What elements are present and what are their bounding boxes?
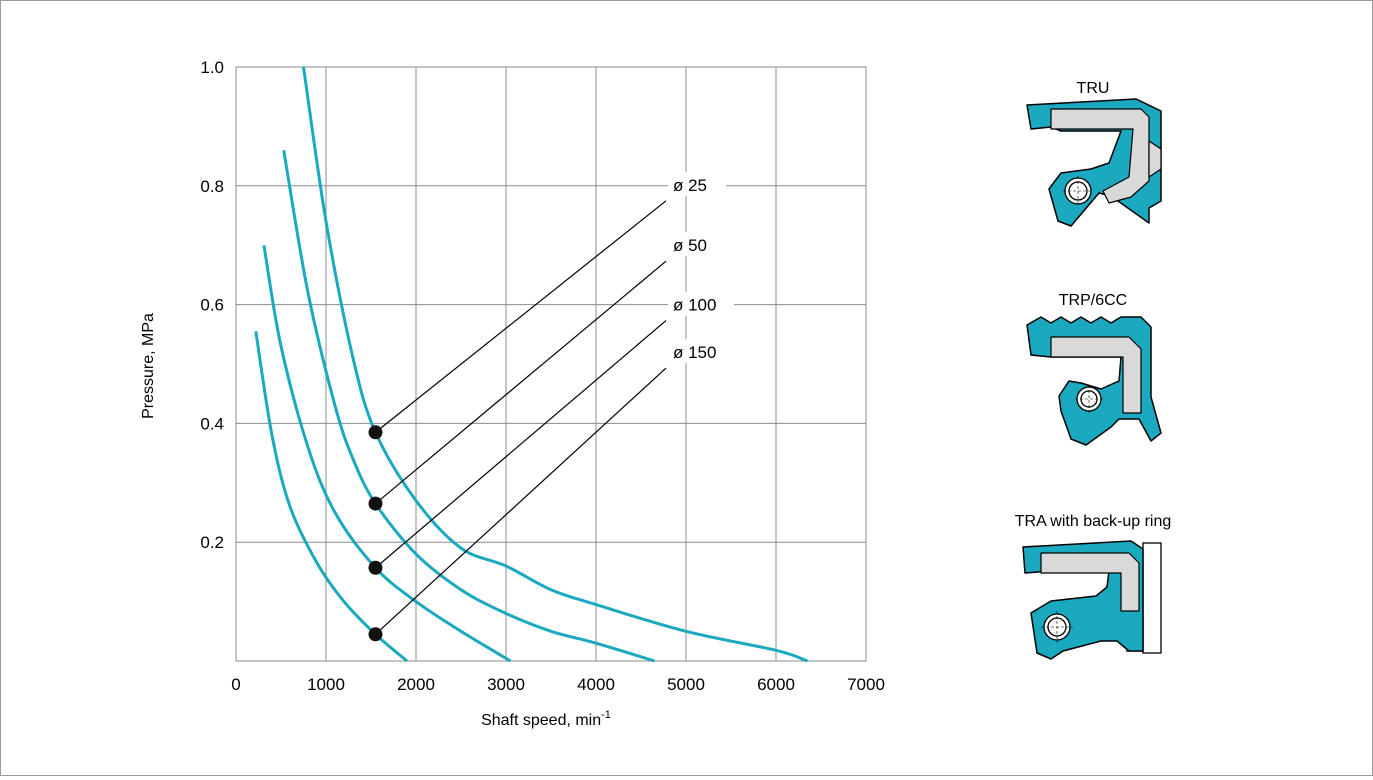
series-1-label: ø 25 xyxy=(673,176,707,195)
series-2-marker xyxy=(368,496,383,511)
series-3-label: ø 100 xyxy=(673,296,716,315)
x-tick-label-5000: 5000 xyxy=(667,675,705,694)
seal-label-trp-6cc: TRP/6CC xyxy=(1059,292,1127,309)
series-3-label-bg xyxy=(668,291,734,316)
series-2-label: ø 50 xyxy=(673,236,707,255)
plot-border xyxy=(235,66,867,662)
seal-trp-6cc-icon xyxy=(1026,316,1162,446)
series-labels: ø 25 ø 50 ø 100 ø 150 xyxy=(668,171,734,364)
series-1-label-bg xyxy=(668,171,726,196)
seal-trp-6cc: TRP/6CC xyxy=(1026,292,1162,446)
x-axis-title-superscript: -1 xyxy=(601,709,611,721)
x-tick-label-2000: 2000 xyxy=(397,675,435,694)
y-tick-label-4: 1.0 xyxy=(200,58,224,77)
series-markers xyxy=(368,425,383,642)
x-tick-label-6000: 6000 xyxy=(757,675,795,694)
y-tick-label-1: 0.4 xyxy=(200,414,224,433)
seal-tru: TRU xyxy=(1026,80,1162,227)
series-3-leader-line xyxy=(375,320,667,569)
series-1-marker xyxy=(368,425,383,440)
series-2-curve xyxy=(282,149,655,663)
axis-ticks: 0 1000 2000 3000 4000 5000 6000 7000 0.2 0.4 0.6 0.… xyxy=(200,58,885,694)
series-4-label-bg xyxy=(668,339,734,364)
seal-label-tra: TRA with back-up ring xyxy=(1015,513,1172,530)
seal-tra-icon xyxy=(1022,540,1162,660)
y-tick-label-3: 0.8 xyxy=(200,177,224,196)
series-4-marker xyxy=(368,627,383,642)
x-tick-label-3000: 3000 xyxy=(487,675,525,694)
series-2-leader-line xyxy=(375,260,667,505)
leader-lines xyxy=(375,200,667,635)
x-axis-title: Shaft speed, min-1 xyxy=(481,709,611,729)
series-curves xyxy=(254,66,809,663)
x-tick-label-0: 0 xyxy=(231,675,240,694)
series-2-label-bg xyxy=(668,232,726,257)
x-tick-label-7000: 7000 xyxy=(847,675,885,694)
x-tick-label-4000: 4000 xyxy=(577,675,615,694)
series-3-curve xyxy=(262,244,512,663)
grid-lines xyxy=(235,66,867,662)
series-1-curve xyxy=(302,66,809,663)
y-tick-label-0: 0.2 xyxy=(200,533,224,552)
y-axis-title: Pressure, MPa xyxy=(140,313,157,419)
x-axis-title-text: Shaft speed, min xyxy=(481,712,601,729)
series-4-label: ø 150 xyxy=(673,343,716,362)
seal-label-tru: TRU xyxy=(1077,80,1110,97)
seal-tra-with-back-up-ring: TRA with back-up ring xyxy=(1015,513,1172,660)
series-1-leader-line xyxy=(375,200,667,433)
series-3-marker xyxy=(368,560,383,575)
back-up-ring xyxy=(1142,542,1162,654)
series-4-leader-line xyxy=(375,367,667,635)
seal-tru-icon xyxy=(1026,98,1162,227)
y-tick-label-2: 0.6 xyxy=(200,296,224,315)
x-tick-label-1000: 1000 xyxy=(307,675,345,694)
